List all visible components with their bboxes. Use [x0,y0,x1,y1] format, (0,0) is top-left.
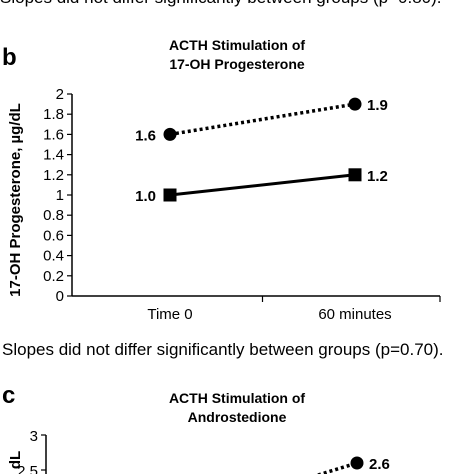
y-tick-label: 3 [30,428,38,445]
y-tick-label: 0.2 [43,268,64,285]
panel-label-b: b [2,44,17,71]
chart-title-line2: 17-OH Progesterone [169,56,305,72]
chart-title-c-line2: Androstedione [187,409,287,425]
series-line [317,461,358,474]
data-point-circle [348,97,362,111]
data-label: 1.0 [135,188,156,205]
y-tick-label: 1.6 [43,126,64,143]
x-tick-label: 60 minutes [318,306,391,323]
caption-panel-b: Slopes did not differ significantly betw… [2,340,444,359]
y-tick-label: 1.8 [43,106,64,123]
y-tick-label: 1 [56,187,64,204]
y-tick-label: 0.6 [43,227,64,244]
caption-panel-a: Slopes did not differ significantly betw… [0,0,442,8]
series-line [169,173,356,197]
data-point-square [163,188,177,202]
y-tick-label: 1.2 [43,167,64,184]
data-label: 1.6 [135,127,156,144]
y-tick-label: 0.4 [43,248,64,265]
chart-title-line1: ACTH Stimulation of [168,37,306,53]
y-axis-label: dL [7,451,24,469]
y-tick-label: 0.8 [43,207,64,224]
data-point-circle [350,456,364,470]
y-axis-label: 17-OH Progesterone, µg/dL [7,103,24,297]
panel-label-c: c [2,382,16,409]
data-label: 1.9 [367,97,388,114]
data-point-square [348,168,362,182]
series-line [169,102,356,137]
x-tick-label: Time 0 [147,306,192,323]
data-point-circle [163,127,177,141]
y-tick-label: 2 [56,86,64,103]
data-label: 2.6 [369,456,390,473]
data-label: 1.2 [367,168,388,185]
y-tick-label: 2.5 [17,463,38,474]
y-tick-label: 1.4 [43,147,64,164]
chart-title-c-line1: ACTH Stimulation of [168,390,306,406]
y-tick-label: 0 [56,288,64,305]
